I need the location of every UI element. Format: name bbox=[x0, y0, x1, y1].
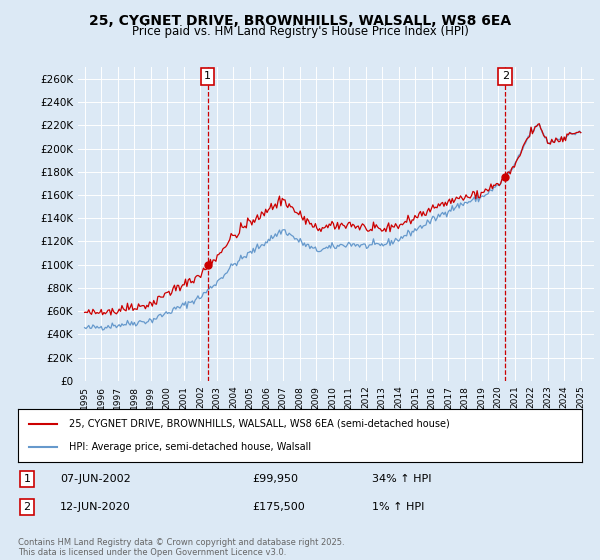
Text: 2: 2 bbox=[23, 502, 31, 512]
Text: 34% ↑ HPI: 34% ↑ HPI bbox=[372, 474, 431, 484]
Text: 1: 1 bbox=[23, 474, 31, 484]
Text: 07-JUN-2002: 07-JUN-2002 bbox=[60, 474, 131, 484]
Text: 1: 1 bbox=[204, 72, 211, 82]
Text: HPI: Average price, semi-detached house, Walsall: HPI: Average price, semi-detached house,… bbox=[69, 442, 311, 452]
Text: 2: 2 bbox=[502, 72, 509, 82]
Text: £175,500: £175,500 bbox=[252, 502, 305, 512]
Text: 12-JUN-2020: 12-JUN-2020 bbox=[60, 502, 131, 512]
Text: 25, CYGNET DRIVE, BROWNHILLS, WALSALL, WS8 6EA: 25, CYGNET DRIVE, BROWNHILLS, WALSALL, W… bbox=[89, 14, 511, 28]
Text: £99,950: £99,950 bbox=[252, 474, 298, 484]
Text: 25, CYGNET DRIVE, BROWNHILLS, WALSALL, WS8 6EA (semi-detached house): 25, CYGNET DRIVE, BROWNHILLS, WALSALL, W… bbox=[69, 419, 449, 429]
Text: Price paid vs. HM Land Registry's House Price Index (HPI): Price paid vs. HM Land Registry's House … bbox=[131, 25, 469, 38]
Text: Contains HM Land Registry data © Crown copyright and database right 2025.
This d: Contains HM Land Registry data © Crown c… bbox=[18, 538, 344, 557]
Text: 1% ↑ HPI: 1% ↑ HPI bbox=[372, 502, 424, 512]
